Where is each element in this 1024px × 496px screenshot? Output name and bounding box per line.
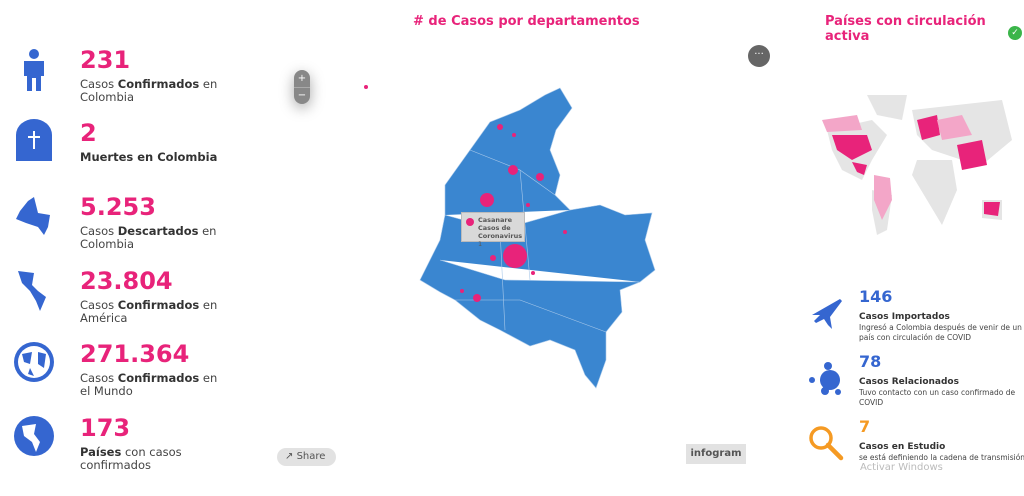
bubble[interactable] (490, 255, 496, 261)
country[interactable] (937, 115, 972, 140)
stat-value: 231 (80, 46, 131, 74)
stat-label: Muertes en Colombia (80, 150, 218, 164)
globe-icon (12, 340, 56, 384)
country[interactable] (832, 135, 872, 160)
stat-item: 271.364 Casos Confirmados en el Mundo (0, 340, 260, 422)
stat-value: 2 (80, 119, 97, 147)
stat-value: 173 (80, 414, 131, 442)
tooltip-value: 1 (478, 240, 483, 248)
stat-item: 173 Países con casos confirmados (0, 414, 260, 496)
country[interactable] (852, 162, 867, 175)
zoom-controls: + − (294, 70, 310, 104)
stat-item: 5.253 Casos Descartados en Colombia (0, 193, 260, 275)
tooltip-label: Casos de Coronavirus (478, 224, 523, 240)
bubble[interactable] (531, 271, 535, 275)
stat-label: Países con casos confirmados (80, 445, 182, 472)
case-title: Casos Importados (859, 312, 950, 322)
stat-value: 5.253 (80, 193, 156, 221)
bubble[interactable] (512, 133, 516, 137)
stat-item: 23.804 Casos Confirmados en América (0, 267, 260, 349)
world-map[interactable] (812, 90, 1017, 240)
tooltip-name: Casanare (478, 216, 513, 224)
person-icon (12, 48, 56, 92)
bubble[interactable] (508, 165, 518, 175)
infogram-logo[interactable]: infogram (686, 444, 746, 464)
bubble[interactable] (497, 124, 503, 130)
zoom-out-button[interactable]: − (297, 90, 307, 101)
stat-item: 2 Muertes en Colombia (0, 119, 260, 201)
stat-label: Casos Descartados en Colombia (80, 224, 217, 251)
stat-value: 23.804 (80, 267, 173, 295)
case-title: Casos Relacionados (859, 377, 959, 387)
case-desc: Ingresó a Colombia después de venir de u… (859, 323, 1022, 342)
bubble[interactable] (536, 173, 544, 181)
bubble[interactable] (480, 193, 494, 207)
bubble[interactable] (563, 230, 567, 234)
stat-label: Casos Confirmados en América (80, 298, 218, 325)
case-title: Casos en Estudio (859, 442, 946, 452)
case-desc: se está definiendo la cadena de transmis… (859, 453, 1024, 462)
more-options-button[interactable]: ··· (748, 45, 770, 67)
globe-americas-icon (12, 414, 56, 458)
tooltip: Casanare Casos de Coronavirus 1 (461, 212, 525, 248)
colombia-map-icon (12, 193, 56, 237)
stat-label: Casos Confirmados en Colombia (80, 77, 218, 104)
status-check-icon: ✓ (1008, 26, 1022, 40)
bubbles-icon (808, 360, 844, 396)
zoom-in-button[interactable]: + (294, 70, 310, 88)
airplane-icon (808, 295, 844, 331)
case-value: 7 (859, 417, 871, 436)
colombia-departments[interactable] (419, 87, 656, 389)
country[interactable] (917, 115, 940, 140)
stat-item: 231 Casos Confirmados en Colombia (0, 46, 260, 128)
country[interactable] (874, 175, 892, 220)
bubble[interactable] (460, 289, 464, 293)
colombia-map[interactable] (0, 0, 1024, 483)
country[interactable] (984, 202, 1000, 216)
americas-icon (12, 267, 56, 311)
share-icon: ↗ (285, 451, 294, 462)
country[interactable] (822, 115, 862, 132)
activation-watermark: Activar Windows (860, 462, 943, 473)
bubble[interactable] (526, 203, 530, 207)
map-title: # de Casos por departamentos (413, 14, 640, 29)
stat-label: Casos Confirmados en el Mundo (80, 371, 218, 398)
bubble[interactable] (503, 244, 527, 268)
case-value: 78 (859, 352, 882, 371)
bubble[interactable] (473, 294, 481, 302)
tombstone-icon (12, 119, 56, 163)
island-marker[interactable] (364, 85, 368, 89)
stat-value: 271.364 (80, 340, 190, 368)
legend-dot-icon (466, 218, 474, 226)
world-title: Países con circulación activa (825, 14, 986, 44)
magnifier-icon (808, 425, 844, 461)
case-value: 146 (859, 287, 893, 306)
share-button[interactable]: ↗ Share (277, 448, 336, 466)
country[interactable] (957, 140, 987, 170)
share-label: Share (296, 451, 326, 462)
case-desc: Tuvo contacto con un caso confirmado de … (859, 388, 1016, 407)
